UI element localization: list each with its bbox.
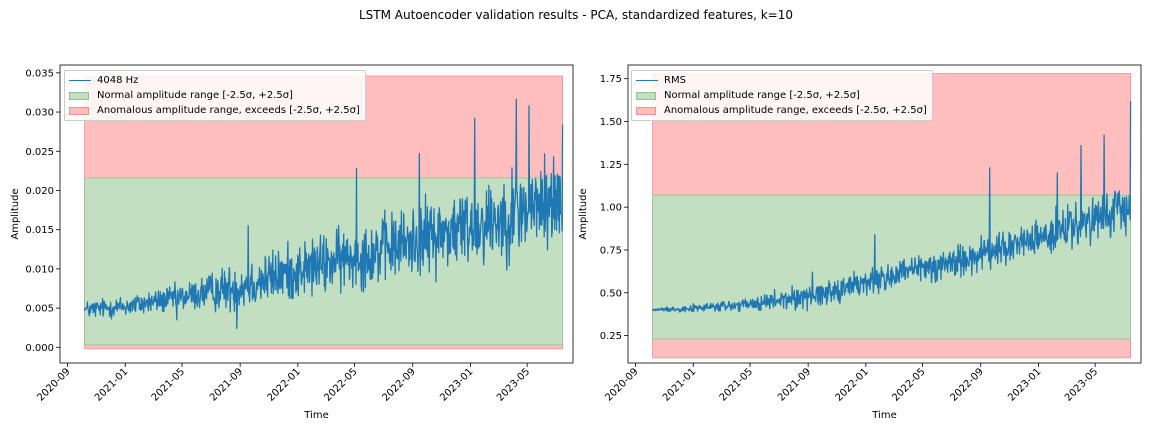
y-tick-label: 0.020 bbox=[25, 186, 54, 197]
x-tick-label: 2021-05 bbox=[718, 366, 755, 403]
y-tick-label: 0.025 bbox=[25, 147, 54, 158]
x-tick-label: 2022-09 bbox=[381, 366, 418, 403]
legend-item-anomalous-range: Anomalous amplitude range, exceeds [-2.5… bbox=[69, 103, 360, 118]
x-tick-label: 2023-01 bbox=[438, 366, 475, 403]
y-tick-label: 0.005 bbox=[25, 304, 54, 315]
y-tick-label: 0.50 bbox=[600, 288, 622, 299]
axes-frame bbox=[627, 64, 1142, 364]
x-tick-label: 2023-05 bbox=[495, 366, 532, 403]
y-tick-label: 0.000 bbox=[25, 343, 54, 354]
y-tick-label: 0.75 bbox=[600, 245, 622, 256]
y-tick-label: 0.25 bbox=[600, 331, 622, 342]
anomalous-range-swatch bbox=[636, 106, 656, 115]
y-tick-label: 0.010 bbox=[25, 264, 54, 275]
y-tick-label: 0.030 bbox=[25, 108, 54, 119]
legend-anomalous-label: Anomalous amplitude range, exceeds [-2.5… bbox=[664, 105, 927, 116]
legend-anomalous-label: Anomalous amplitude range, exceeds [-2.5… bbox=[97, 105, 360, 116]
y-tick-label: 1.50 bbox=[600, 117, 622, 128]
legend-item-anomalous-range: Anomalous amplitude range, exceeds [-2.5… bbox=[636, 103, 927, 118]
series-line bbox=[83, 98, 564, 330]
x-tick-label: 2021-01 bbox=[661, 366, 698, 403]
y-axis-label: Amplitude bbox=[10, 188, 21, 239]
legend-item-normal-range: Normal amplitude range [-2.5σ, +2.5σ] bbox=[636, 88, 927, 103]
y-tick-label: 1.75 bbox=[600, 74, 622, 85]
x-tick-label: 2021-09 bbox=[208, 366, 245, 403]
x-tick-label: 2021-09 bbox=[776, 366, 813, 403]
legend-item-normal-range: Normal amplitude range [-2.5σ, +2.5σ] bbox=[69, 88, 360, 103]
series-line bbox=[652, 100, 1132, 313]
x-tick-label: 2022-01 bbox=[834, 366, 871, 403]
series-line-swatch bbox=[636, 80, 658, 81]
anomalous-range-swatch bbox=[69, 106, 89, 115]
x-tick-label: 2022-09 bbox=[949, 366, 986, 403]
legend-right: RMS Normal amplitude range [-2.5σ, +2.5σ… bbox=[631, 70, 933, 121]
figure-title: LSTM Autoencoder validation results - PC… bbox=[359, 8, 793, 22]
x-tick-label: 2023-05 bbox=[1063, 366, 1100, 403]
x-axis-label: Time bbox=[871, 410, 896, 421]
normal-range-swatch bbox=[636, 91, 656, 100]
y-tick-label: 1.25 bbox=[600, 160, 622, 171]
legend-series-label: RMS bbox=[664, 75, 686, 86]
x-tick-label: 2020-09 bbox=[603, 366, 640, 403]
legend-normal-label: Normal amplitude range [-2.5σ, +2.5σ] bbox=[664, 90, 860, 101]
y-tick-label: 0.015 bbox=[25, 225, 54, 236]
legend-item-series: RMS bbox=[636, 73, 927, 88]
chart-panel-amplitude-4048hz: 0.000 0.005 0.010 0.015 0.020 0.025 0.030 0.035… bbox=[10, 64, 574, 421]
legend-item-series: 4048 Hz bbox=[69, 73, 360, 88]
legend-normal-label: Normal amplitude range [-2.5σ, +2.5σ] bbox=[97, 90, 293, 101]
x-tick-label: 2022-05 bbox=[890, 366, 927, 403]
x-tick-label: 2021-05 bbox=[150, 366, 187, 403]
legend-left: 4048 Hz Normal amplitude range [-2.5σ, +… bbox=[64, 70, 366, 121]
x-tick-label: 2022-01 bbox=[266, 366, 303, 403]
x-tick-label: 2022-05 bbox=[322, 366, 359, 403]
y-axis-label: Amplitude bbox=[578, 188, 589, 239]
legend-series-label: 4048 Hz bbox=[97, 75, 139, 86]
normal-range-swatch bbox=[69, 91, 89, 100]
series-line-swatch bbox=[69, 80, 91, 81]
y-tick-label: 1.00 bbox=[600, 203, 622, 214]
x-axis-label: Time bbox=[303, 410, 328, 421]
axes-frame bbox=[59, 64, 574, 364]
x-tick-label: 2023-01 bbox=[1006, 366, 1043, 403]
y-tick-label: 0.035 bbox=[25, 68, 54, 79]
x-tick-label: 2021-01 bbox=[93, 366, 130, 403]
x-tick-label: 2020-09 bbox=[35, 366, 72, 403]
